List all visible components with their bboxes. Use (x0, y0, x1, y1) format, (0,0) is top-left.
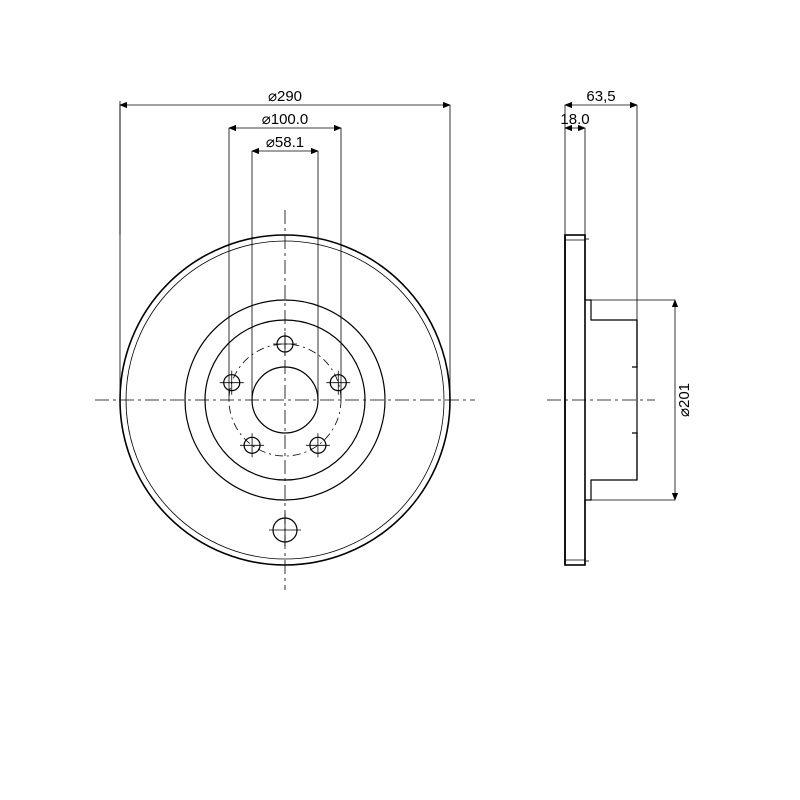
svg-text:⌀58.1: ⌀58.1 (266, 134, 304, 151)
svg-text:⌀100.0: ⌀100.0 (262, 111, 309, 128)
svg-text:18.0: 18.0 (560, 111, 589, 128)
svg-text:63,5: 63,5 (586, 88, 615, 105)
svg-text:⌀201: ⌀201 (676, 383, 693, 417)
svg-text:⌀290: ⌀290 (268, 88, 302, 105)
brake-disc-drawing: ⌀290 ⌀100.0 ⌀58.1 63,5 18.0 ⌀201 (0, 0, 800, 800)
